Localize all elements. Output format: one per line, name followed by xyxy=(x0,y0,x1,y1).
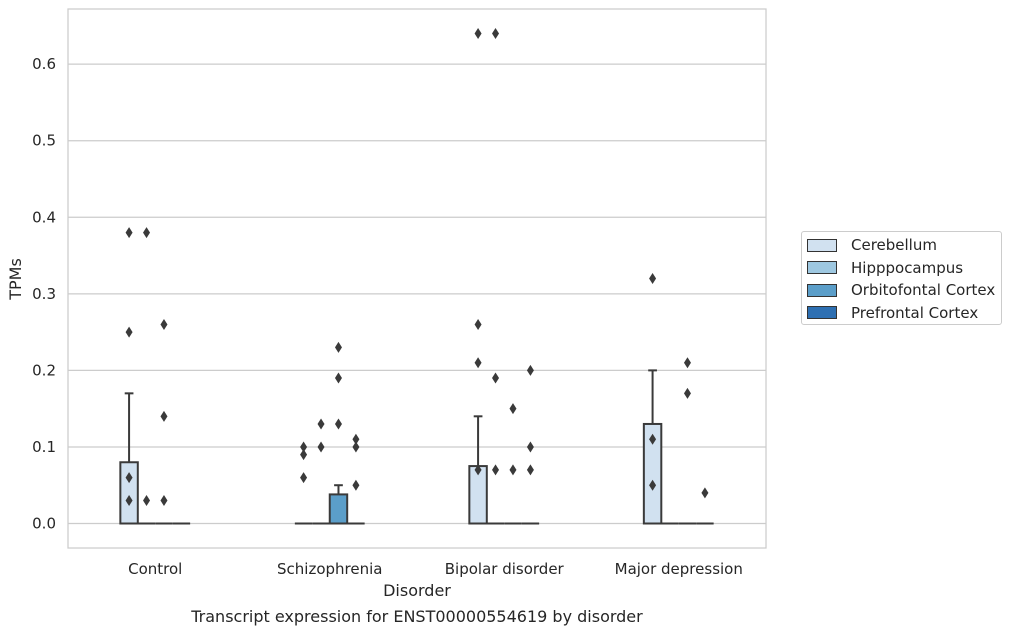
box-1-2 xyxy=(294,441,313,525)
x-tick-label-2: Schizophrenia xyxy=(277,560,382,578)
outlier-point xyxy=(526,464,534,476)
x-tick-label-4: Major depression xyxy=(615,560,743,578)
outlier-point xyxy=(352,441,360,453)
outlier-point xyxy=(492,464,500,476)
chart-title: Transcript expression for ENST0000055461… xyxy=(190,607,643,626)
outlier-point xyxy=(492,28,500,39)
outlier-point xyxy=(334,341,342,353)
box-1-1 xyxy=(119,227,139,525)
outlier-point xyxy=(300,472,308,484)
outlier-point xyxy=(334,418,342,430)
y-tick-label-0_6: 0.6 xyxy=(32,55,56,73)
outlier-point xyxy=(300,441,308,453)
box-3-2 xyxy=(328,341,349,525)
y-tick-label-0_5: 0.5 xyxy=(32,132,56,150)
legend-swatch xyxy=(807,283,837,297)
box-2-3 xyxy=(486,28,505,525)
x-tick-label-3: Bipolar disorder xyxy=(445,560,565,578)
box-1-4 xyxy=(642,273,663,525)
outlier-point xyxy=(492,372,500,384)
outlier-point xyxy=(160,318,168,330)
outlier-point xyxy=(160,495,168,507)
outlier-point xyxy=(683,387,691,399)
box-1-3 xyxy=(468,28,488,525)
outlier-point xyxy=(125,326,133,338)
outlier-point xyxy=(317,441,325,453)
box-body xyxy=(119,461,139,525)
outlier-point xyxy=(300,449,308,461)
outlier-point xyxy=(334,372,342,384)
legend-swatch xyxy=(807,306,837,319)
legend-item-4: Prefrontal Cortex xyxy=(807,303,978,323)
outlier-point xyxy=(474,357,482,369)
outlier-point xyxy=(352,479,360,491)
outlier-point xyxy=(526,441,534,453)
outlier-point xyxy=(143,227,151,239)
outlier-point xyxy=(683,357,691,369)
y-tick-label-0: 0.0 xyxy=(32,515,56,533)
outlier-point xyxy=(474,28,482,39)
outlier-point xyxy=(649,479,657,491)
outlier-point xyxy=(649,433,657,445)
outlier-point xyxy=(509,403,517,415)
outlier-point xyxy=(125,495,133,507)
y-axis-label: TPMs xyxy=(6,258,25,301)
outlier-point xyxy=(143,495,151,507)
outlier-point xyxy=(352,433,360,445)
box-3-4 xyxy=(678,357,697,525)
x-tick-labels: Control Schizophrenia Bipolar disorder Majo… xyxy=(128,560,743,578)
x-tick-label-1: Control xyxy=(128,560,182,578)
legend-swatch xyxy=(807,238,837,252)
legend-swatch xyxy=(807,261,837,274)
box-2-1 xyxy=(137,227,156,525)
legend-label: Cerebellum xyxy=(851,236,937,254)
legend-item-1: Cerebellum xyxy=(807,235,937,255)
outlier-point xyxy=(509,464,517,476)
box-2-2 xyxy=(312,418,330,525)
outlier-point xyxy=(125,227,133,239)
outlier-point xyxy=(474,464,482,476)
y-tick-label-0_3: 0.3 xyxy=(32,285,56,303)
outlier-point xyxy=(125,472,133,484)
outlier-point xyxy=(317,418,325,430)
y-tick-label-0_4: 0.4 xyxy=(32,208,56,226)
outlier-point xyxy=(160,410,168,422)
outlier-point xyxy=(701,487,709,499)
y-tick-label-0_2: 0.2 xyxy=(32,361,56,379)
box-4-4 xyxy=(696,487,714,525)
outlier-point xyxy=(526,364,534,376)
legend-item-2: Hipppocampus xyxy=(807,258,963,278)
box-4-3 xyxy=(521,364,540,525)
box-marks xyxy=(119,28,714,525)
legend-label: Prefrontal Cortex xyxy=(851,303,979,322)
y-tick-labels: 0.0 0.1 0.2 0.3 0.4 0.5 0.6 xyxy=(32,55,56,532)
legend: Cerebellum Hipppocampus Orbitofontal Corte… xyxy=(801,231,1002,325)
box-4-2 xyxy=(347,433,365,525)
legend-item-3: Orbitofontal Cortex xyxy=(807,280,995,300)
box-3-1 xyxy=(155,318,173,525)
y-tick-label-0_1: 0.1 xyxy=(32,438,56,456)
box-3-3 xyxy=(504,403,522,525)
outlier-point xyxy=(649,273,657,284)
legend-label: Hipppocampus xyxy=(851,258,964,277)
outlier-point xyxy=(474,318,482,330)
x-axis-label: Disorder xyxy=(383,581,451,600)
box-body xyxy=(328,493,349,525)
legend-label: Orbitofontal Cortex xyxy=(851,281,996,299)
